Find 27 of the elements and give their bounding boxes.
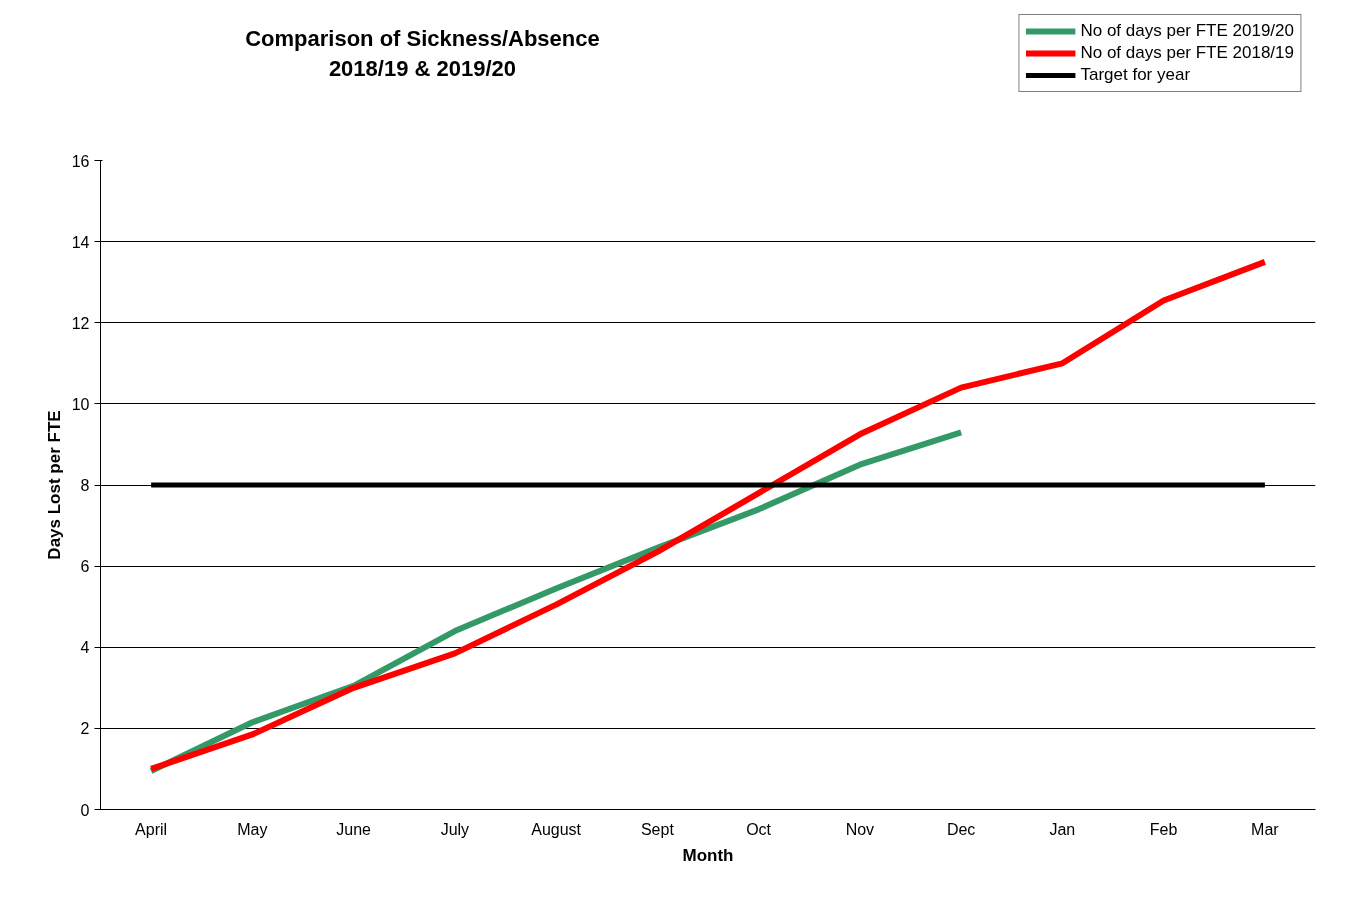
x-tick-label: June [336, 820, 372, 838]
x-tick-label: Sept [640, 820, 675, 838]
x-tick-label: Nov [845, 820, 875, 838]
y-tick-label: 16 [71, 152, 90, 170]
y-tick-label: 4 [80, 639, 90, 657]
y-tick-label: 6 [80, 558, 90, 576]
y-tick-label: 0 [80, 801, 90, 819]
y-axis-title: Days Lost per FTE [44, 410, 64, 560]
x-tick-label: Feb [1149, 820, 1178, 838]
x-axis-title: Month [682, 845, 734, 865]
x-tick-label: April [135, 820, 168, 838]
y-tick-label: 8 [80, 477, 90, 494]
chart-title: Comparison of Sickness/Absence 2018/19 & 2019/20 [245, 25, 600, 81]
legend-label: No of days per FTE 2018/19 [1080, 43, 1294, 63]
y-tick-label: 2 [80, 720, 90, 738]
x-tick-label: Jan [1049, 820, 1076, 838]
y-tick-label: 10 [71, 395, 90, 413]
x-tick-label: Oct [746, 820, 772, 838]
x-tick-label: July [440, 820, 470, 838]
legend-label: Target for year [1080, 65, 1191, 85]
x-tick-label: Mar [1251, 820, 1280, 838]
y-tick-label: 12 [71, 314, 90, 332]
legend-label: No of days per FTE 2019/20 [1080, 21, 1294, 41]
x-tick-label: Dec [946, 820, 976, 838]
y-tick-label: 14 [71, 233, 90, 251]
x-tick-label: May [237, 820, 268, 838]
x-tick-label: August [531, 820, 582, 838]
